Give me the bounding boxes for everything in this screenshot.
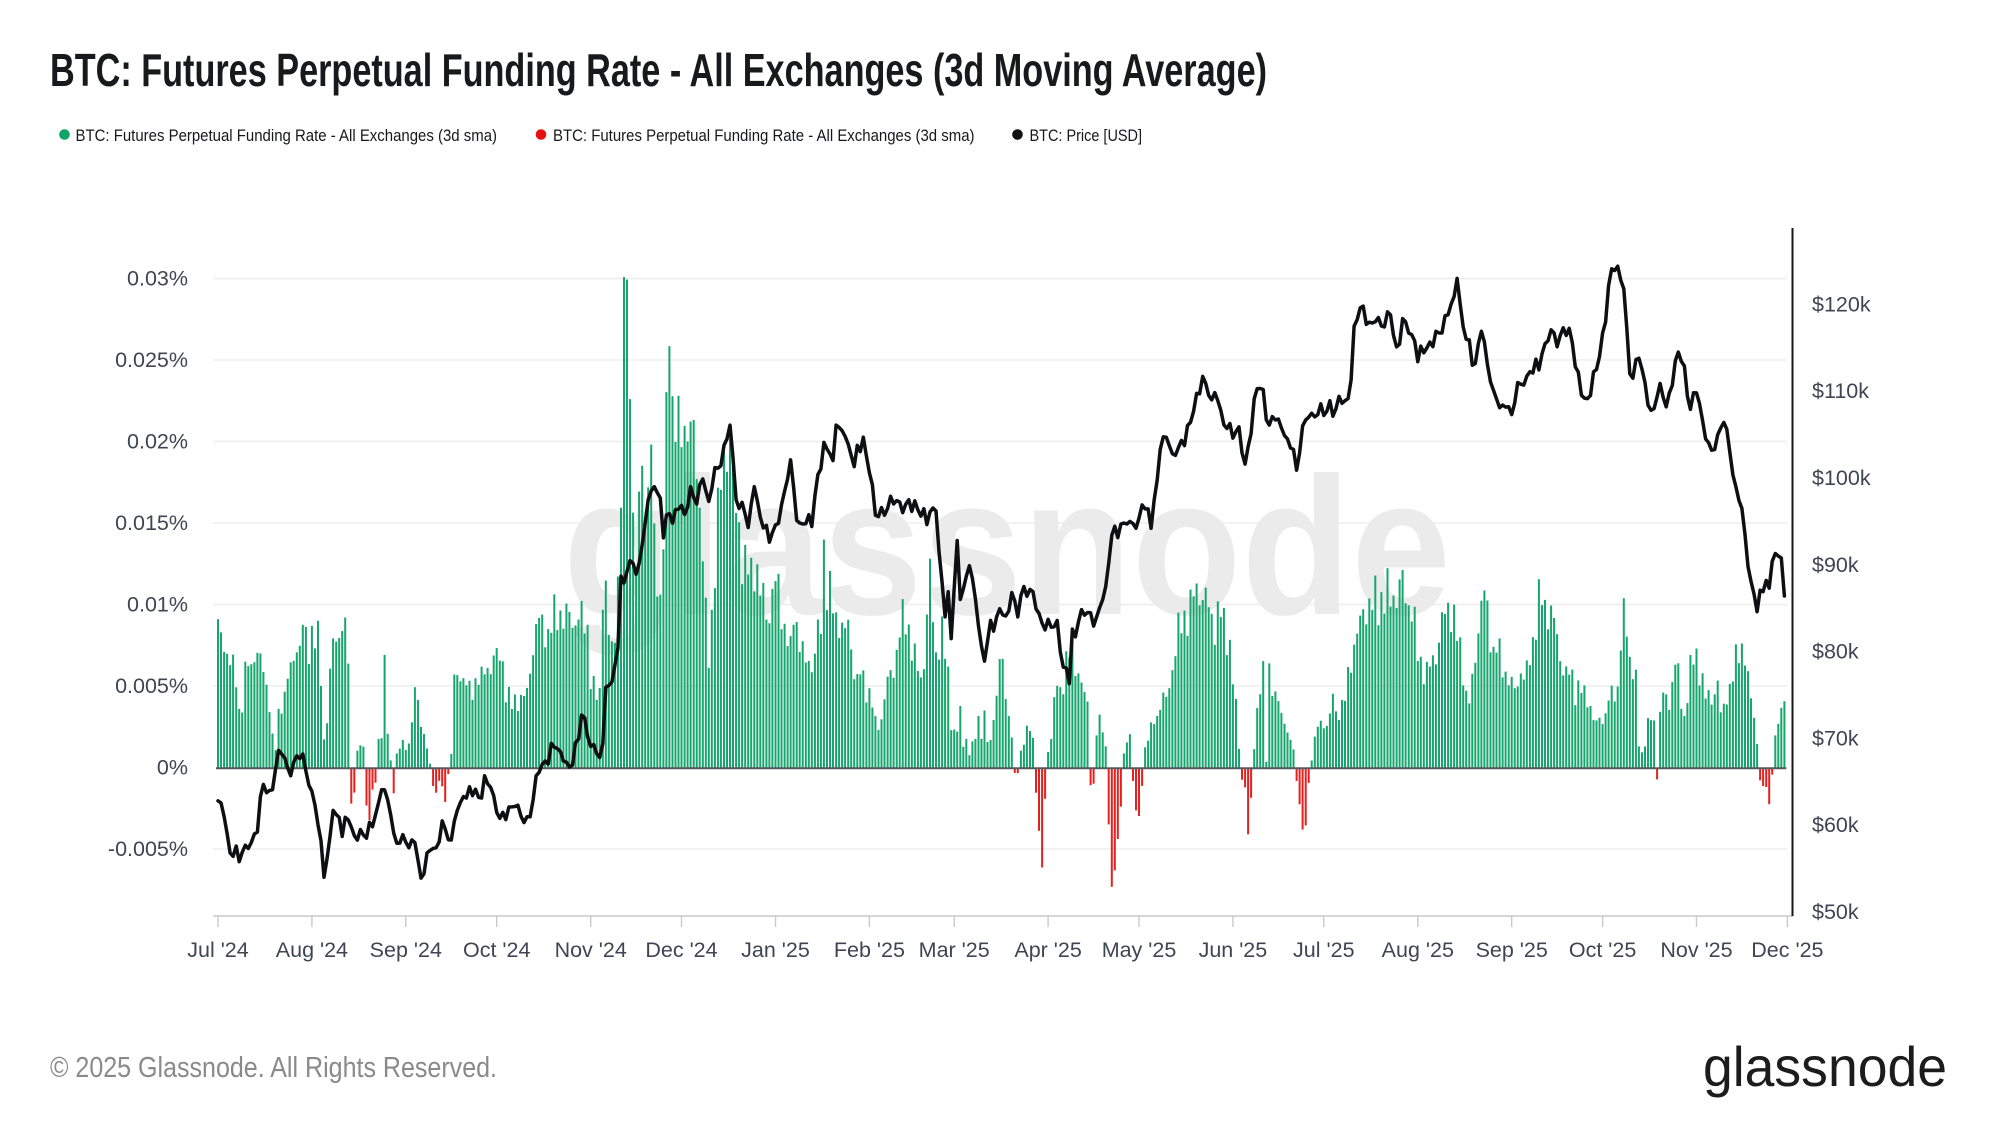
- svg-text:Mar '25: Mar '25: [919, 938, 990, 962]
- svg-text:$50k: $50k: [1812, 900, 1859, 924]
- svg-text:Aug '24: Aug '24: [276, 938, 348, 962]
- svg-text:Feb '25: Feb '25: [834, 938, 905, 962]
- svg-text:Apr '25: Apr '25: [1014, 938, 1081, 962]
- svg-text:Aug '25: Aug '25: [1382, 938, 1454, 962]
- svg-text:BTC: Price [USD]: BTC: Price [USD]: [1030, 126, 1143, 145]
- svg-text:$120k: $120k: [1812, 292, 1871, 316]
- svg-text:Jul '25: Jul '25: [1293, 938, 1355, 962]
- svg-text:Sep '24: Sep '24: [370, 938, 442, 962]
- svg-text:Dec '25: Dec '25: [1751, 938, 1823, 962]
- svg-text:0.005%: 0.005%: [115, 674, 188, 698]
- svg-text:BTC: Futures Perpetual Funding: BTC: Futures Perpetual Funding Rate - Al…: [76, 126, 498, 145]
- svg-text:Nov '25: Nov '25: [1660, 938, 1732, 962]
- svg-text:Oct '24: Oct '24: [463, 938, 530, 962]
- svg-text:0%: 0%: [157, 756, 188, 780]
- svg-text:Nov '24: Nov '24: [555, 938, 627, 962]
- svg-text:$70k: $70k: [1812, 726, 1859, 750]
- svg-text:Jun '25: Jun '25: [1199, 938, 1268, 962]
- svg-text:0.01%: 0.01%: [127, 593, 188, 617]
- svg-text:BTC: Futures Perpetual Funding: BTC: Futures Perpetual Funding Rate - Al…: [50, 44, 1267, 96]
- svg-text:BTC: Futures Perpetual Funding: BTC: Futures Perpetual Funding Rate - Al…: [553, 126, 975, 145]
- svg-text:© 2025 Glassnode. All Rights R: © 2025 Glassnode. All Rights Reserved.: [50, 1052, 497, 1084]
- svg-text:$60k: $60k: [1812, 813, 1859, 837]
- svg-text:$80k: $80k: [1812, 640, 1859, 664]
- svg-text:Dec '24: Dec '24: [645, 938, 717, 962]
- svg-text:0.03%: 0.03%: [127, 267, 188, 291]
- svg-text:Jul '24: Jul '24: [187, 938, 249, 962]
- svg-text:$100k: $100k: [1812, 466, 1871, 490]
- svg-text:-0.005%: -0.005%: [108, 837, 188, 861]
- svg-text:May '25: May '25: [1102, 938, 1177, 962]
- svg-text:0.025%: 0.025%: [115, 348, 188, 372]
- svg-text:Oct '25: Oct '25: [1569, 938, 1636, 962]
- svg-text:glassnode: glassnode: [1703, 1035, 1947, 1098]
- svg-text:0.02%: 0.02%: [127, 430, 188, 454]
- svg-text:$90k: $90k: [1812, 553, 1859, 577]
- svg-text:Jan '25: Jan '25: [741, 938, 810, 962]
- svg-text:Sep '25: Sep '25: [1476, 938, 1548, 962]
- svg-text:0.015%: 0.015%: [115, 511, 188, 535]
- svg-text:$110k: $110k: [1812, 379, 1869, 403]
